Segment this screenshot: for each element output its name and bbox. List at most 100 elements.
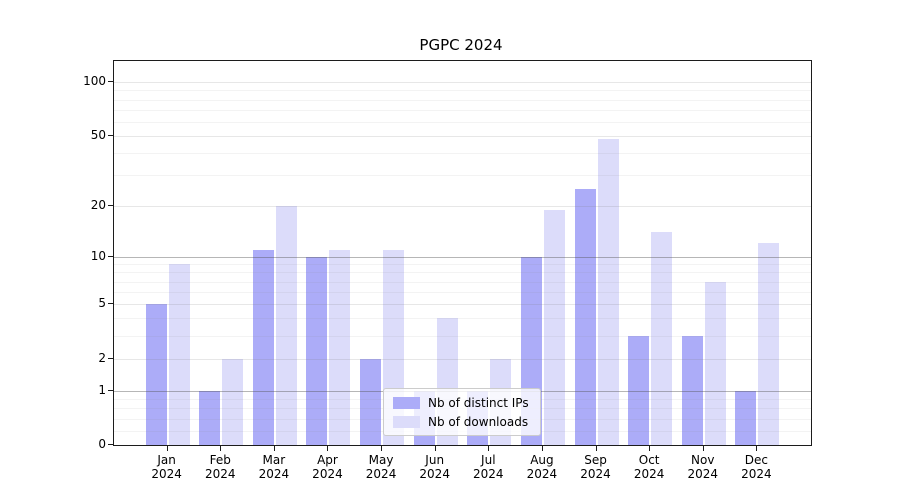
bar-downloads-mar [275,205,297,445]
bar-ips-dec [735,390,757,445]
x-tick-year: 2024 [204,467,236,481]
bar-ips-apr [306,256,328,445]
gridline-5 [114,304,811,306]
x-tick-year: 2024 [419,467,450,481]
gridline-8 [114,272,811,274]
gridline-80 [114,99,811,101]
x-tick-year: 2024 [473,467,504,481]
x-tick-label-mar: Mar 2024 [259,453,290,481]
x-tick-mark-dec [756,446,758,451]
bar-ips-sep [574,188,596,445]
legend-item-downloads: Nb of downloads [393,415,532,429]
bar-ips-mar [252,249,274,445]
x-tick-label-apr: Apr 2024 [312,453,343,481]
x-tick-mark-jul [488,446,490,451]
x-tick-month: Oct [638,453,660,467]
y-tick-label-10: 10 [90,248,106,263]
x-tick-label-may: May 2024 [366,453,397,481]
x-tick-mark-apr [327,446,329,451]
x-tick-year: 2024 [633,467,665,481]
gridline-20 [114,205,811,207]
gridline-2 [114,358,811,360]
gridline-90 [114,90,811,92]
y-tick-label-1: 1 [98,382,106,397]
x-tick-month: Dec [744,453,768,467]
gridline-70 [114,109,811,111]
bar-downloads-aug [543,209,565,445]
x-tick-mark-jan [166,446,168,451]
gridline-10 [114,256,811,258]
bar-downloads-oct [651,232,673,445]
x-tick-label-dec: Dec 2024 [741,453,772,481]
bar-downloads-jan [168,264,190,445]
x-tick-mark-mar [273,446,275,451]
gridline-60 [114,121,811,123]
y-tick-mark-1 [108,389,113,391]
x-tick-year: 2024 [526,467,558,481]
legend-item-distinct-ips: Nb of distinct IPs [393,396,532,410]
x-tick-year: 2024 [365,467,397,481]
bar-ips-nov [681,336,703,445]
x-tick-mark-nov [702,446,704,451]
y-tick-mark-5 [108,303,113,305]
y-tick-label-50: 50 [90,127,106,142]
bar-downloads-nov [704,281,726,445]
x-tick-label-jul: Jul 2024 [473,453,504,481]
gridline-100 [114,82,811,84]
legend-swatch-distinct-ips [393,396,420,409]
gridline-9 [114,264,811,265]
bar-ips-feb [199,390,221,445]
x-tick-month: May [368,453,394,467]
x-tick-month: Nov [691,453,715,467]
y-tick-mark-0 [108,444,113,445]
gridline-4 [114,318,811,320]
x-tick-mark-aug [541,446,543,451]
x-tick-year: 2024 [580,467,611,481]
x-tick-month: Apr [317,453,338,467]
y-tick-label-5: 5 [98,296,106,311]
x-tick-mark-feb [220,446,222,451]
y-tick-mark-100 [108,81,113,83]
x-tick-month: Jun [425,453,445,467]
x-tick-month: Feb [209,453,231,467]
legend-label-distinct-ips: Nb of distinct IPs [428,395,529,410]
gridline-30 [114,175,811,177]
x-tick-month: Mar [262,453,286,467]
x-tick-label-oct: Oct 2024 [634,453,665,481]
bar-downloads-dec [758,243,780,445]
y-tick-mark-20 [108,204,113,206]
y-tick-label-2: 2 [98,350,106,365]
legend-swatch-downloads [393,415,420,428]
x-tick-mark-may [381,446,383,451]
gridline-6 [114,292,811,294]
x-tick-year: 2024 [687,467,719,481]
x-tick-mark-oct [649,446,651,451]
x-tick-year: 2024 [741,467,772,481]
x-tick-year: 2024 [312,467,343,481]
y-tick-label-0: 0 [98,437,106,451]
x-tick-label-feb: Feb 2024 [205,453,236,481]
x-tick-month: Jul [481,453,496,467]
x-tick-mark-jun [434,446,436,451]
bar-ips-jan [145,304,167,445]
gridline-40 [114,153,811,155]
y-tick-label-100: 100 [83,74,106,89]
legend: Nb of distinct IPs Nb of downloads [383,388,541,436]
x-tick-label-aug: Aug 2024 [527,453,558,481]
x-tick-month: Aug [530,453,554,467]
x-tick-label-jun: Jun 2024 [419,453,450,481]
x-tick-month: Jan [157,453,176,467]
chart-title: PGPC 2024 [419,36,503,54]
x-tick-label-nov: Nov 2024 [687,453,718,481]
x-tick-label-sep: Sep 2024 [580,453,611,481]
legend-label-downloads: Nb of downloads [428,414,529,429]
bar-downloads-feb [222,358,244,445]
bar-downloads-apr [329,249,351,445]
bar-downloads-sep [597,139,619,445]
plot-area [113,60,812,446]
y-tick-label-20: 20 [90,197,106,212]
bar-ips-oct [628,336,650,445]
x-tick-month: Sep [584,453,607,467]
x-tick-mark-sep [595,446,597,451]
